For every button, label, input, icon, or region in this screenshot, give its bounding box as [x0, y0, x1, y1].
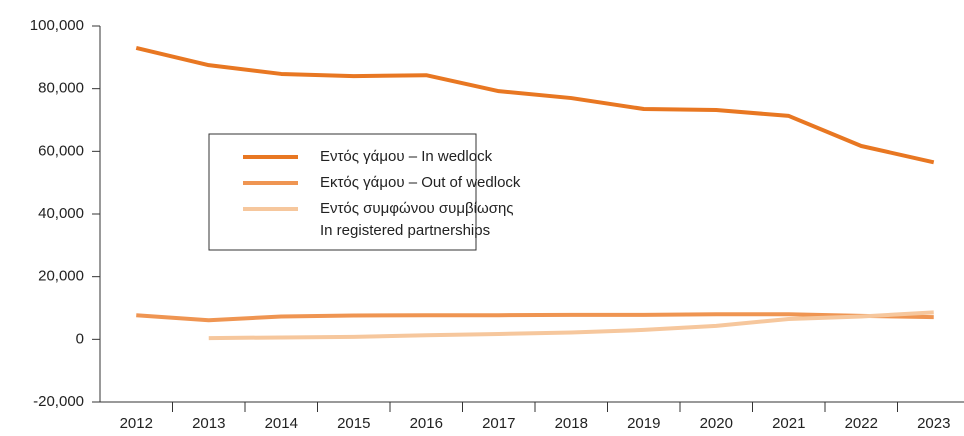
x-tick-label: 2019 — [627, 415, 660, 432]
x-tick-label: 2022 — [845, 415, 878, 432]
x-tick-label: 2014 — [265, 415, 298, 432]
y-tick-label: 100,000 — [30, 17, 84, 34]
legend-label: Εκτός γάμου – Out of wedlock — [320, 174, 521, 191]
y-tick-label: -20,000 — [33, 393, 84, 410]
y-tick-label: 0 — [76, 330, 84, 347]
series-line — [208, 310, 934, 341]
x-tick-label: 2016 — [410, 415, 443, 432]
x-tick-label: 2015 — [337, 415, 370, 432]
y-tick-label: 40,000 — [38, 205, 84, 222]
x-tick-label: 2013 — [192, 415, 225, 432]
x-tick-label: 2017 — [482, 415, 515, 432]
legend-label: Εντός γάμου – In wedlock — [320, 148, 493, 165]
x-tick-label: 2021 — [772, 415, 805, 432]
y-tick-label: 60,000 — [38, 142, 84, 159]
y-tick-label: 20,000 — [38, 268, 84, 285]
x-tick-label: 2023 — [917, 415, 950, 432]
y-tick-label: 80,000 — [38, 80, 84, 97]
series-line — [136, 312, 934, 323]
legend-box — [208, 133, 477, 251]
series-line — [135, 45, 935, 165]
x-tick-label: 2020 — [700, 415, 733, 432]
x-tick-label: 2018 — [555, 415, 588, 432]
x-tick-label: 2012 — [120, 415, 153, 432]
legend-label: Εντός συμφώνου συμβίωσης In registered pa… — [320, 200, 514, 239]
